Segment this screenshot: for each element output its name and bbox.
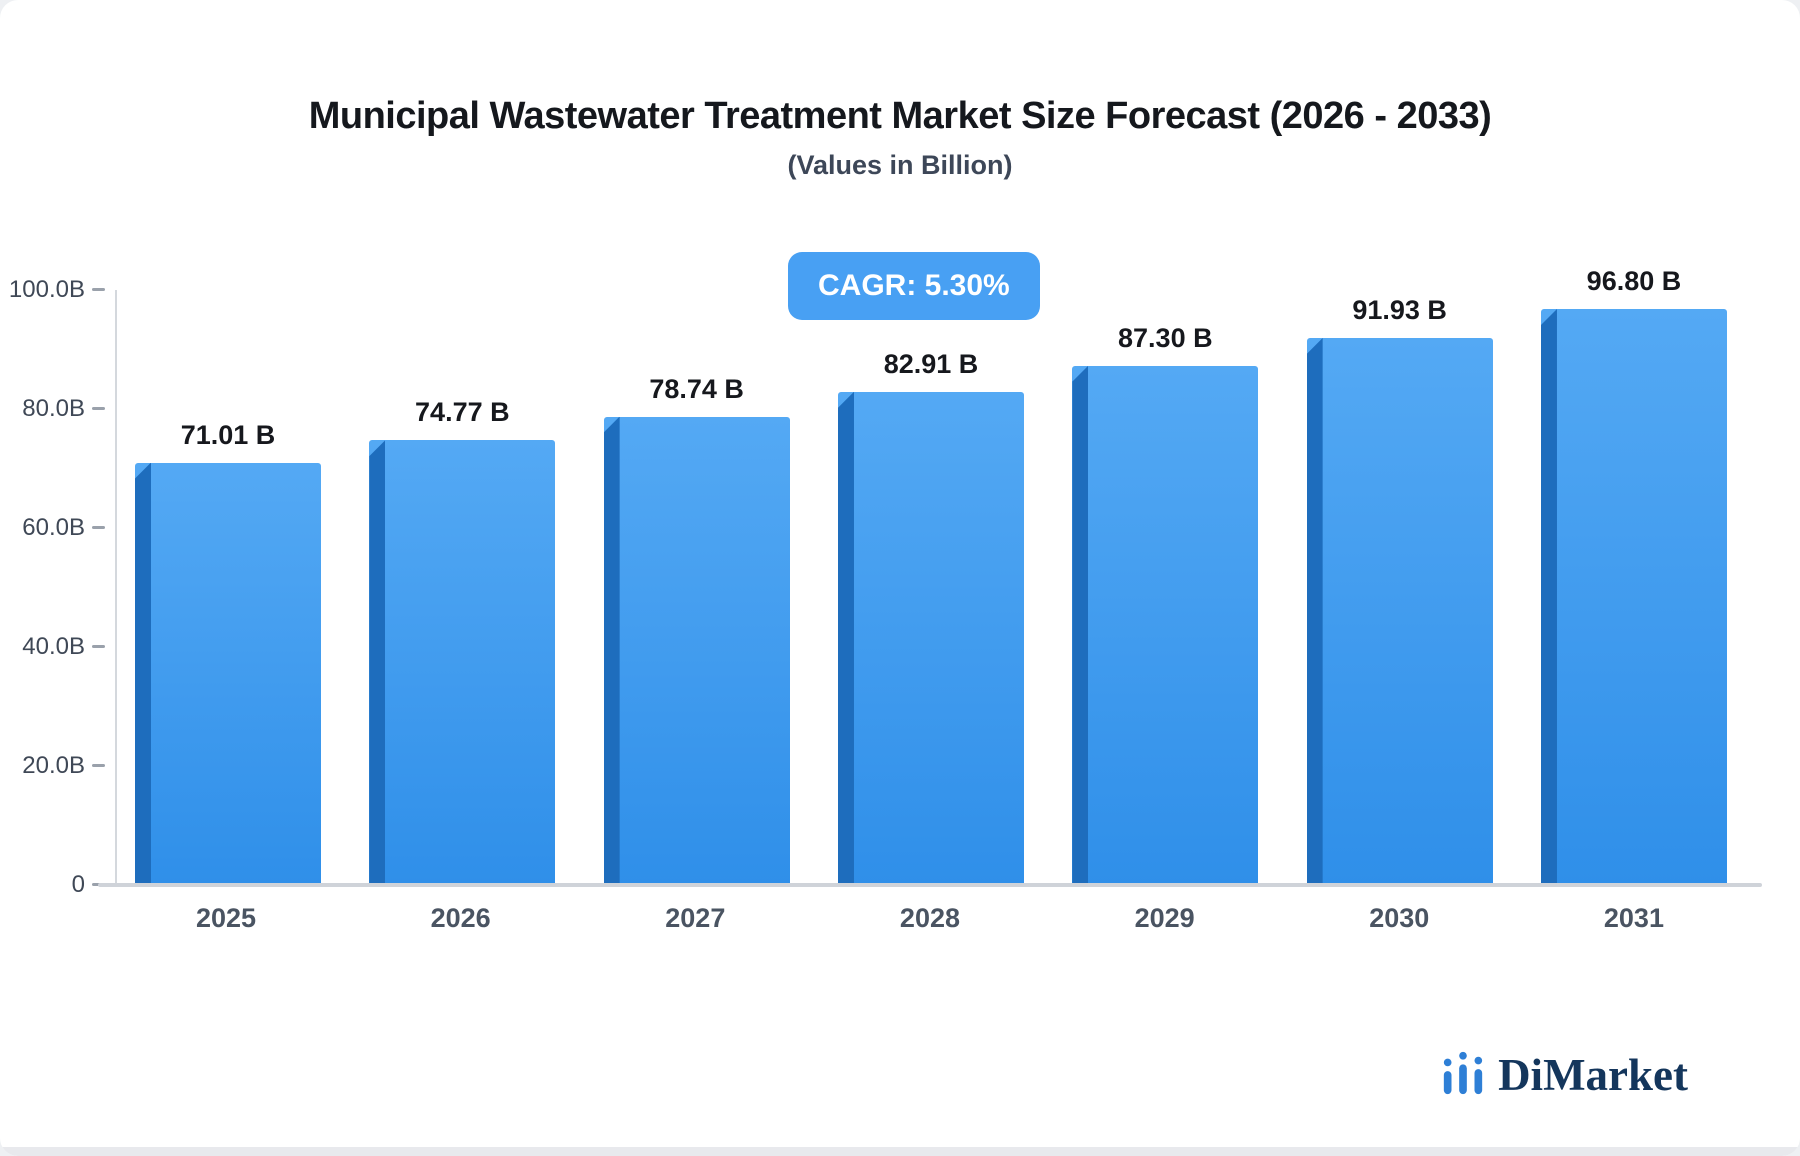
bar-2027 (603, 416, 790, 885)
x-axis-label-2026: 2026 (430, 903, 491, 933)
cagr-badge-label: CAGR: 5.30% (818, 269, 1010, 302)
y-tick-mark (92, 764, 105, 767)
cagr-badge: CAGR: 5.30% (788, 252, 1040, 320)
bottom-strip (0, 1147, 1800, 1156)
chart-subtitle: (Values in Billion) (787, 150, 1013, 180)
bar-2029 (1072, 365, 1259, 885)
bar-value-label-2031: 96.80 B (1586, 266, 1682, 297)
bar-slot-2027: 78.74 B (603, 290, 790, 885)
bar-slot-2028: 82.91 B (837, 290, 1024, 885)
y-tick-label: 100.0B (8, 276, 85, 303)
y-tick-label: 60.0B (22, 514, 85, 541)
y-tick-label: 20.0B (22, 752, 85, 779)
x-axis-label-2030: 2030 (1369, 903, 1430, 933)
dimarket-bars-icon (1440, 1050, 1486, 1101)
bar-value-label-2026: 74.77 B (415, 397, 510, 428)
plot-area: 71.01 B 74.77 B 78.74 B 82.91 B 87.30 B 91.93… (115, 266, 1745, 885)
bar-slot-2030: 91.93 B (1306, 290, 1493, 885)
y-tick-mark (92, 288, 105, 291)
bar-value-label-2030: 91.93 B (1352, 295, 1447, 326)
y-tick-label: 80.0B (22, 395, 85, 422)
bar-2028 (837, 391, 1024, 885)
y-tick-label: 0 (71, 871, 85, 898)
y-tick-mark (92, 645, 105, 648)
bar-value-label-2025: 71.01 B (180, 419, 276, 450)
bar-value-label-2027: 78.74 B (649, 373, 744, 404)
bar-2026 (369, 440, 556, 885)
bar-2030 (1306, 338, 1493, 885)
bar-2031 (1540, 309, 1727, 885)
chart-title: Municipal Wastewater Treatment Market Si… (308, 95, 1492, 137)
bar-slot-2029: 87.30 B (1072, 290, 1259, 885)
bars-container: 71.01 B 74.77 B 78.74 B 82.91 B 87.30 B 91.93… (117, 266, 1745, 885)
brand-name: DiMarket (1498, 1050, 1688, 1100)
brand-logo: DiMarket (1440, 1049, 1688, 1101)
bar-slot-2031: 96.80 B (1540, 266, 1727, 885)
bar-value-label-2029: 87.30 B (1118, 322, 1213, 353)
x-axis-label-2031: 2031 (1603, 903, 1664, 933)
x-axis-line (98, 883, 1762, 887)
y-tick-mark (92, 526, 105, 529)
bar-value-label-2028: 82.91 B (883, 348, 979, 379)
bar-2025 (135, 462, 321, 885)
x-axis-label-2029: 2029 (1134, 903, 1195, 933)
y-tick-label: 40.0B (22, 633, 85, 660)
y-axis: 100.0B 80.0B 60.0B 40.0B 20.0B 0 (0, 276, 113, 898)
x-axis-labels: 2025 2026 2027 2028 2029 2030 2031 (115, 903, 1745, 934)
x-axis-label-2027: 2027 (665, 903, 726, 933)
bar-slot-2026: 74.77 B (369, 290, 556, 885)
y-tick-mark (92, 407, 105, 410)
bar-slot-2025: 71.01 B (135, 290, 321, 885)
x-axis-label-2028: 2028 (899, 903, 960, 933)
x-axis-label-2025: 2025 (195, 903, 257, 933)
